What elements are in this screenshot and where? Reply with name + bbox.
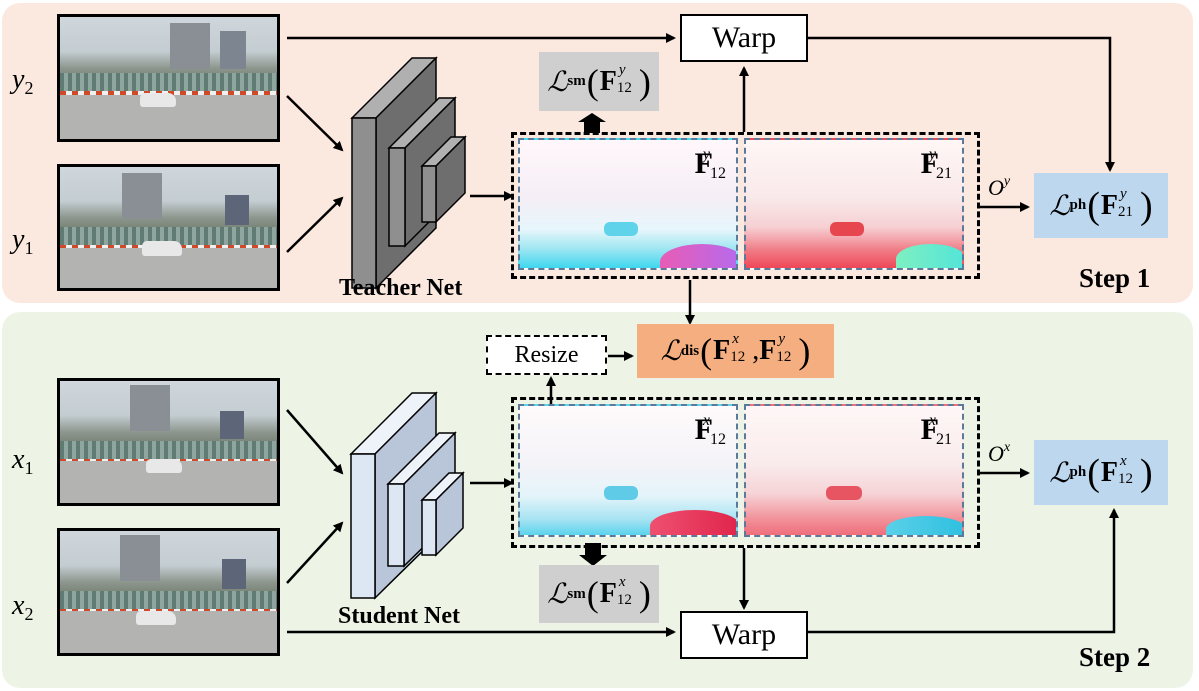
resize-box: Resize [486, 335, 607, 375]
label-x1: x1 [12, 444, 34, 478]
flow-teacher-21: Fy21 [744, 138, 964, 270]
flow-student-21-label: Fx21 [920, 412, 952, 448]
label-y2: y2 [12, 64, 34, 98]
occlusion-student: Ox [988, 440, 1011, 466]
label-x2: x2 [12, 590, 34, 624]
warp-step1: Warp [680, 14, 808, 62]
warp-step2: Warp [680, 611, 808, 659]
student-flow-group [511, 397, 980, 548]
flow-student-21: Fx21 [744, 404, 964, 537]
block-arrows [578, 113, 607, 566]
input-image-y2 [57, 14, 280, 142]
student-net-label: Student Net [338, 603, 461, 629]
teacher-flow-group [511, 132, 980, 279]
flow-teacher-12-label: Fy12 [694, 146, 726, 182]
input-image-x1 [57, 378, 280, 506]
label-y1: y1 [12, 224, 34, 258]
teacher-net-label: Teacher Net [339, 275, 463, 301]
step2-label: Step 2 [1079, 642, 1151, 672]
flow-student-12: Fx12 [518, 404, 738, 537]
step1-label: Step 1 [1079, 263, 1151, 293]
student-net-icon [349, 391, 465, 600]
flow-teacher-21-label: Fy21 [920, 146, 952, 182]
teacher-net-icon [350, 56, 467, 290]
input-image-y1 [57, 164, 280, 291]
occlusion-teacher: Oy [988, 174, 1011, 200]
flow-student-12-label: Fx12 [694, 412, 726, 448]
flow-teacher-12: Fy12 [518, 138, 738, 270]
input-image-x2 [57, 528, 280, 656]
